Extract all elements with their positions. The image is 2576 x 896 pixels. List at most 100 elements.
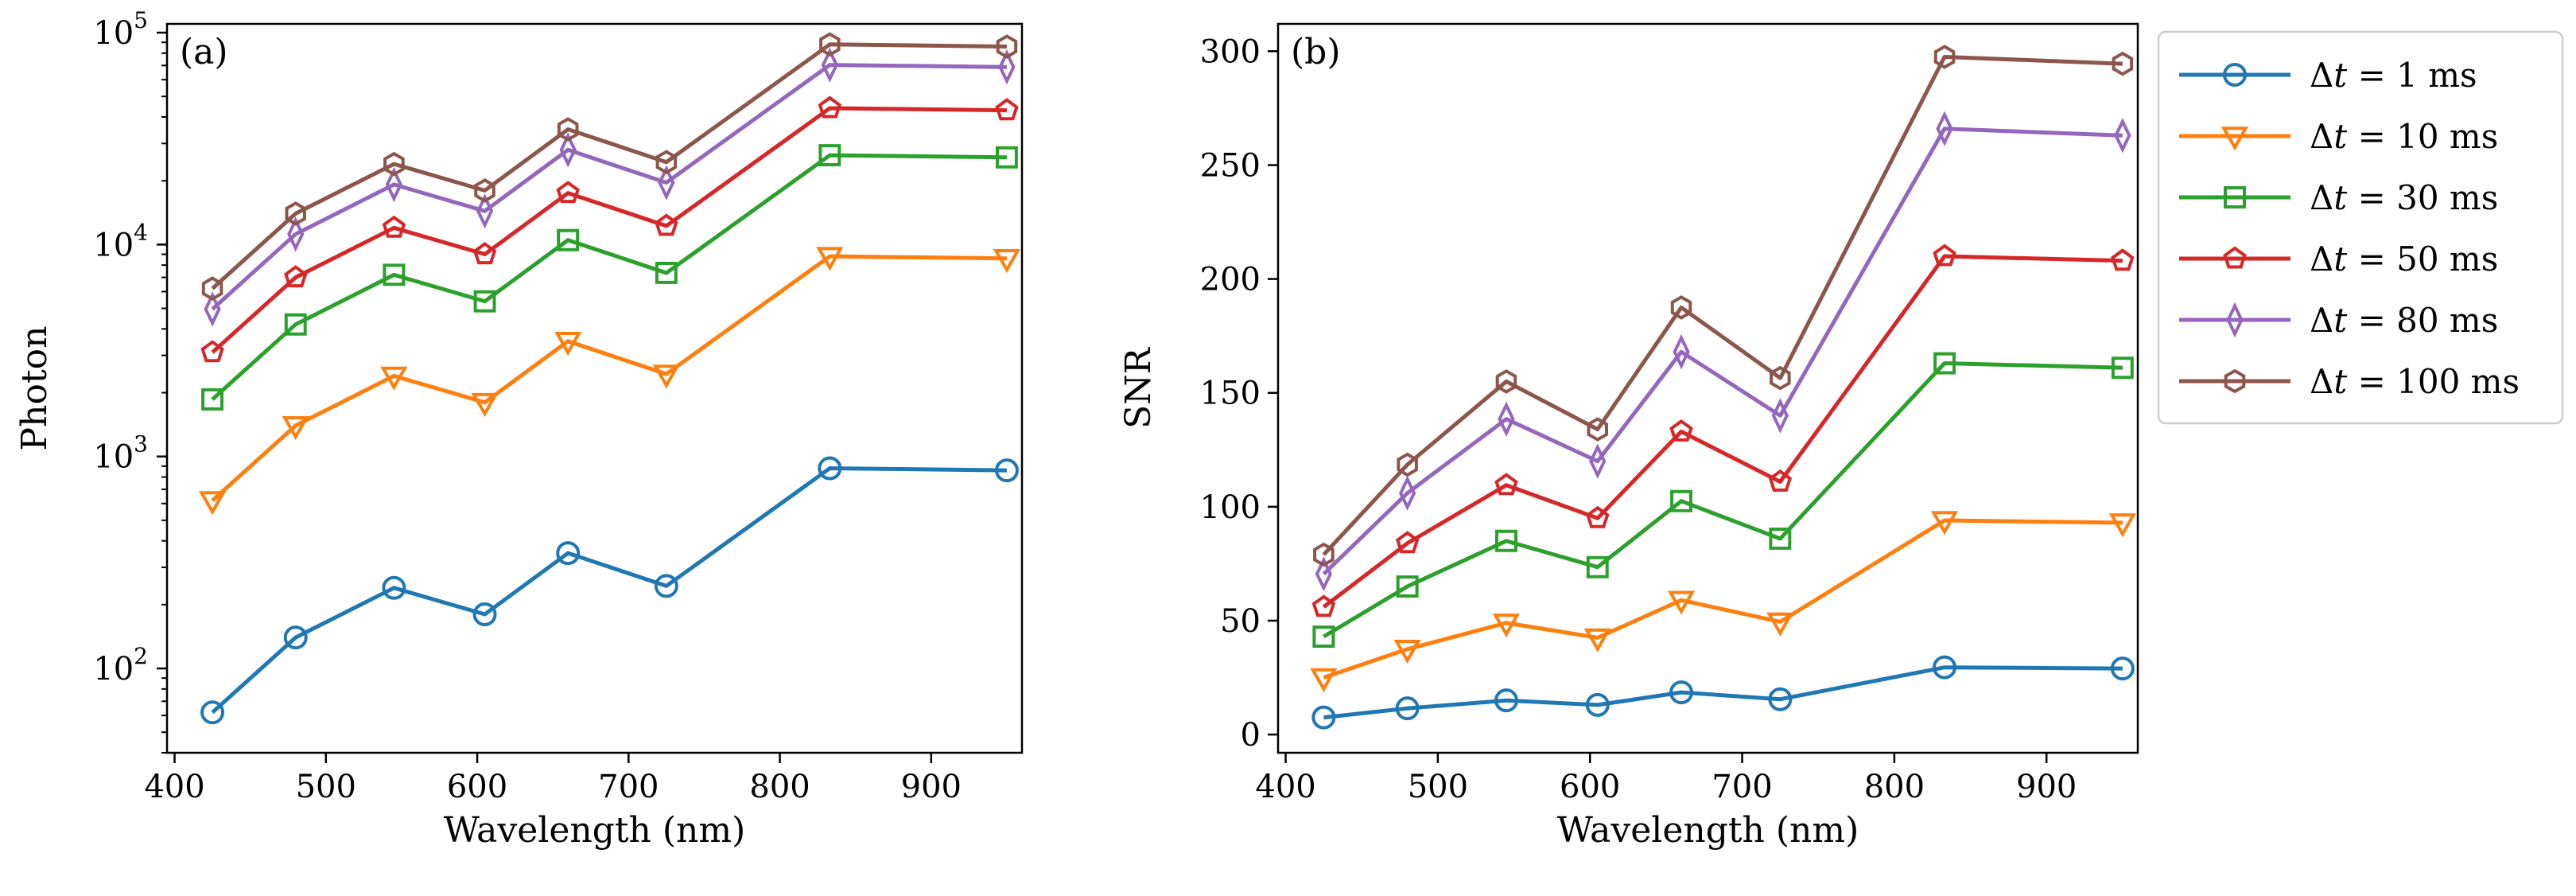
panel-b-data-point [1670,295,1692,320]
panel-a-data-point [472,602,497,627]
panel-b-x-axis-title: Wavelength (nm) [1557,810,1859,851]
panel-a-x-tick-label: 400 [144,769,204,805]
panel-b-data-point [1495,369,1517,394]
panel-a-series-2 [198,247,1021,516]
panel-b-series-5 [1315,111,2131,592]
panel-a-data-point [654,574,678,598]
panel-a-series-line [211,42,1008,290]
panel-b-data-point [1670,489,1692,512]
panel-a-y-axis-title: Photon [14,326,55,451]
panel-a-data-point [476,193,494,229]
panel-b-data-point [1393,640,1421,664]
panel-a-data-point [658,165,675,201]
panel-a-data-point [993,249,1021,274]
panel-a-data-point [655,213,678,236]
panel-a-data-point [383,263,406,286]
legend-thin-diamond-marker [2226,302,2244,338]
panel-a-series-4 [200,95,1019,363]
panel-b-y-tick-label: 0 [1241,717,1261,754]
panel-a-y-tick-label: 103 [93,431,148,476]
panel-b-y-tick-label: 100 [1200,489,1261,526]
panel-a-data-point [198,491,227,516]
panel-a-panel-label: (a) [180,32,228,72]
panel-a-series-line [211,466,1008,715]
panel-a-series-line [211,254,1008,502]
panel-b-data-point [2111,248,2135,271]
panel-b-data-point [1495,529,1517,552]
panel-b-series-4 [1311,243,2135,617]
panel-b-series-3 [1312,352,2134,648]
panel-b-x-tick-label: 400 [1255,769,1315,805]
panel-a-x-axis-title: Wavelength (nm) [444,810,746,851]
panel-a-data-point [821,47,839,83]
panel-a-data-point [554,332,582,356]
legend-circle-marker [2223,63,2247,87]
panel-a-photon-chart: 400 500 600 700 800 900 102 103 104 105 Wavelength… [14,7,1024,851]
panel-b-data-point [1586,505,1610,528]
panel-a-data-point [818,456,842,481]
panel-b-data-point [1766,612,1794,637]
panel-b-panel-label: (b) [1291,32,1341,72]
panel-b-series-line [1323,665,2123,720]
panel-b-snr-chart: 400 500 600 700 800 900 0 50 100 150 200 250 300 Wave… [1118,22,2139,851]
panel-b-data-point [1768,469,1793,492]
panel-b-data-point [1315,556,1333,592]
panel-a-data-point [995,98,1019,121]
legend-label: Δt = 80 ms [2310,301,2498,340]
panel-a-series-5 [204,47,1016,327]
panel-b-series-line [1323,518,2123,680]
panel-b-data-point [1769,528,1792,550]
panel-a-series-line [211,153,1008,401]
panel-a-data-point [998,49,1016,85]
panel-a-x-tick-label: 700 [598,769,659,805]
panel-a-data-point [816,247,844,271]
panel-a-data-point [287,216,305,252]
panel-a-data-point [655,262,678,284]
legend-label: Δt = 50 ms [2310,240,2498,279]
panel-b-y-tick-label: 200 [1200,262,1261,298]
panel-a-y-tick-label: 105 [93,7,148,52]
panel-a-data-point [652,364,680,389]
legend-label: Δt = 30 ms [2310,178,2498,217]
panel-a-data-point [200,340,224,363]
panel-a-data-point [556,181,580,204]
legend: Δt = 1 ms Δt = 10 ms Δt = 30 ms Δt = 50 ms Δ… [2157,30,2564,425]
panel-a-data-point [557,228,580,251]
panel-b-data-point [1587,417,1608,442]
panel-b-data-point [1933,243,1956,267]
legend-triangle-down-marker [2220,127,2249,151]
panel-a-series-1 [200,456,1019,725]
legend-entry-5: Δt = 80 ms [2179,301,2498,340]
panel-b-x-tick-label: 900 [2016,769,2077,805]
panel-b-series-line [1322,127,2123,576]
legend-entry-6: Δt = 100 ms [2179,362,2520,401]
panel-b-data-point [1395,531,1420,554]
legend-entry-1: Δt = 1 ms [2179,56,2477,95]
panel-a-data-point [382,575,406,600]
panel-a-data-point [557,117,579,142]
panel-b-data-point [1310,668,1338,692]
panel-b-data-point [2110,656,2135,681]
legend-entry-3: Δt = 30 ms [2179,178,2498,217]
panel-b-x-tick-label: 700 [1712,769,1772,805]
panel-a-data-point [559,132,577,168]
panel-b-data-point [2112,51,2134,76]
panel-a-data-point [474,178,495,203]
panel-b-data-point [1398,475,1416,511]
panel-b-data-point [1586,555,1609,579]
panel-a-data-point [200,700,225,725]
panel-a-series-6 [201,32,1018,301]
legend-box [2157,30,2564,425]
panel-b-data-point [1768,687,1793,711]
panel-b-data-point [2111,356,2134,380]
panel-b-series-2 [1310,511,2136,692]
panel-a-data-point [996,34,1018,59]
panel-a-x-tick-label: 900 [901,769,962,805]
panel-a-data-point [204,291,221,327]
panel-a-data-point [818,144,841,166]
legend-entry-2: Δt = 10 ms [2179,117,2498,156]
panel-b-series-line [1322,254,2123,609]
panel-a-data-point [655,150,678,175]
legend-square-marker [2224,186,2246,208]
